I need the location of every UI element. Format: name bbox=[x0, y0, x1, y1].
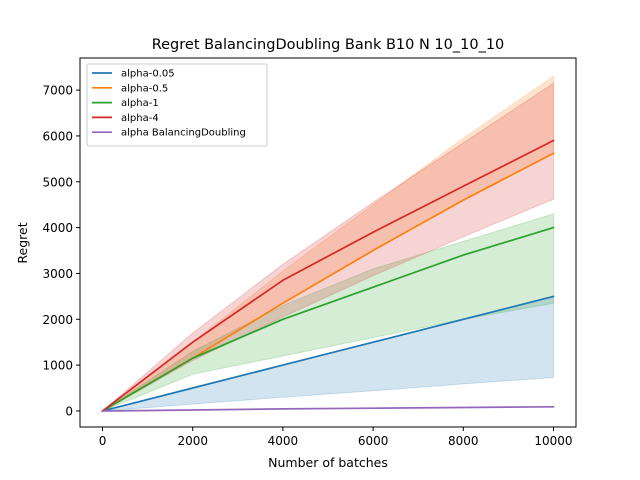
y-tick-label: 0 bbox=[65, 404, 73, 418]
x-tick-label: 6000 bbox=[358, 434, 389, 448]
y-tick-label: 7000 bbox=[42, 84, 73, 98]
x-axis-label: Number of batches bbox=[268, 455, 388, 470]
legend-label-alpha-balancingdoubling: alpha BalancingDoubling bbox=[121, 128, 246, 139]
y-tick-label: 1000 bbox=[42, 359, 73, 373]
y-tick-label: 6000 bbox=[42, 129, 73, 143]
y-tick-label: 3000 bbox=[42, 267, 73, 281]
legend-box bbox=[86, 63, 268, 147]
line-alpha-4 bbox=[101, 139, 555, 413]
line-alpha-0-05 bbox=[101, 295, 555, 413]
axes: 0 2000 4000 6000 8000 10000 0 1000 2000 3000 4000 5… bbox=[42, 57, 577, 448]
plot-frame bbox=[79, 57, 577, 428]
legend-label-alpha-1: alpha-1 bbox=[121, 98, 159, 109]
line-alpha-balancingdoubling bbox=[101, 405, 555, 412]
legend: alpha-0.05 alpha-0.5 alpha-1 alpha-4 alpha B… bbox=[86, 63, 268, 147]
x-tick-label: 0 bbox=[99, 434, 107, 448]
x-tick-label: 4000 bbox=[268, 434, 299, 448]
x-tick-label: 10000 bbox=[534, 434, 572, 448]
x-tick-label: 2000 bbox=[177, 434, 208, 448]
legend-label-alpha-0-05: alpha-0.05 bbox=[121, 69, 175, 80]
y-tick-label: 2000 bbox=[42, 313, 73, 327]
series-lines bbox=[101, 139, 555, 413]
x-tick-label: 8000 bbox=[448, 434, 479, 448]
y-axis-label: Regret bbox=[15, 222, 30, 263]
legend-label-alpha-4: alpha-4 bbox=[121, 113, 159, 124]
legend-label-alpha-0-5: alpha-0.5 bbox=[121, 83, 168, 94]
y-tick-label: 5000 bbox=[42, 175, 73, 189]
chart-title: Regret BalancingDoubling Bank B10 N 10_1… bbox=[152, 37, 505, 53]
y-tick-label: 4000 bbox=[42, 221, 73, 235]
line-alpha-1 bbox=[101, 226, 555, 413]
